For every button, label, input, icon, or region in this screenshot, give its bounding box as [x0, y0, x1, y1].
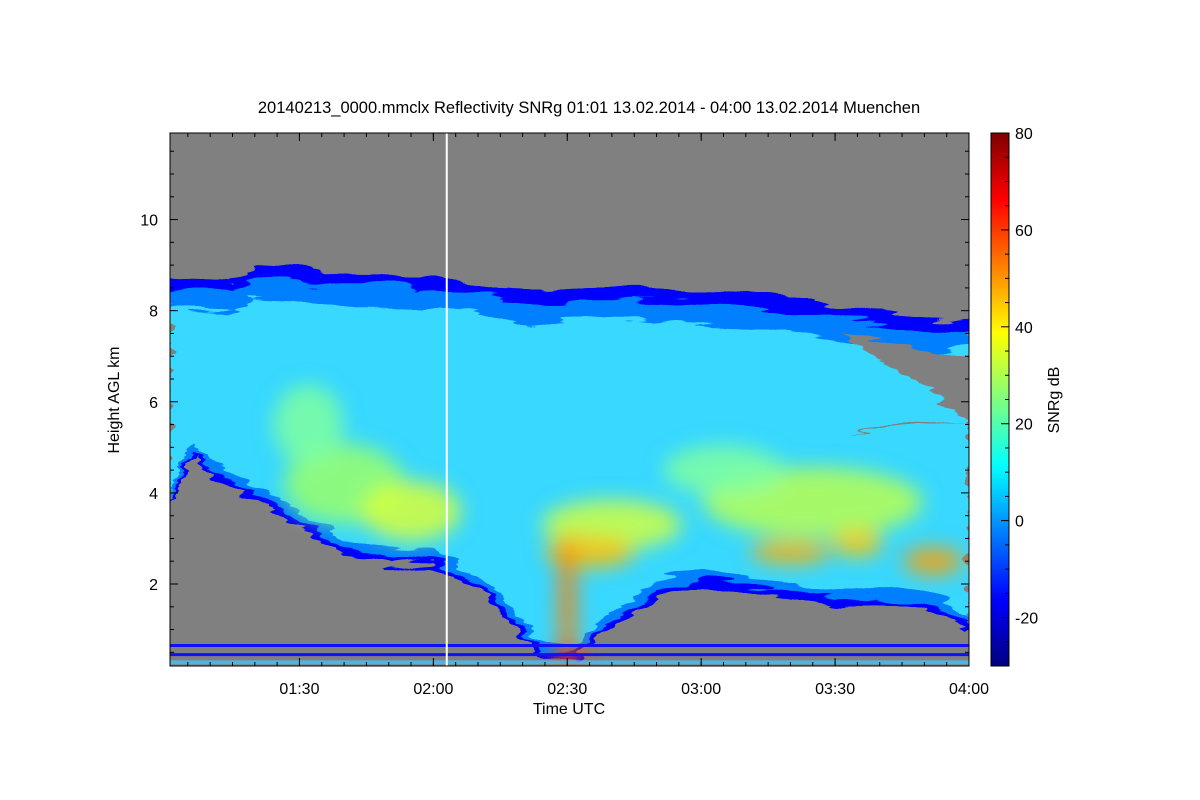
x-tick-label: 01:30 — [279, 681, 319, 698]
y-tick-label: 8 — [149, 304, 158, 321]
colorbar-tick-label: 80 — [1015, 126, 1033, 143]
cloud-core-blob — [903, 547, 964, 576]
ground-band — [170, 653, 969, 657]
cloud-core-blob — [750, 540, 831, 565]
cloud-core-blob — [663, 445, 784, 496]
ground-band-lowest — [170, 660, 969, 665]
clear-gap — [844, 333, 969, 434]
ground-clutter-bands — [170, 644, 969, 665]
x-tick-label: 02:00 — [413, 681, 453, 698]
x-tick-label: 03:30 — [815, 681, 855, 698]
x-tick-label: 04:00 — [949, 681, 989, 698]
colorbar: -20 0 20 40 60 80 SNRg dB — [990, 126, 1063, 667]
colorbar-ticks: -20 0 20 40 60 80 — [1001, 126, 1038, 643]
cloud-echo — [170, 267, 969, 666]
x-axis: 01:30 02:00 02:30 03:00 03:30 04:00 — [187, 133, 989, 698]
y-tick-label: 6 — [149, 395, 158, 412]
cloud-core-blob — [832, 529, 883, 557]
plot-frame — [169, 132, 970, 667]
colorbar-tick-label: 0 — [1015, 514, 1024, 531]
y-axis: 2 4 6 8 10 — [140, 150, 969, 653]
plot-area — [170, 133, 969, 666]
x-tick-label: 02:30 — [547, 681, 587, 698]
x-tick-label: 03:00 — [681, 681, 721, 698]
cloud-core-blob — [544, 536, 635, 569]
chart-title: 20140213_0000.mmclx Reflectivity SNRg 01… — [258, 99, 920, 117]
colorbar-tick-label: 40 — [1015, 320, 1033, 337]
y-tick-label: 2 — [149, 577, 158, 594]
clear-gap-area — [844, 333, 969, 434]
colorbar-tick-label: 20 — [1015, 417, 1033, 434]
cloud-core-blob — [361, 481, 462, 542]
x-axis-label: Time UTC — [533, 701, 605, 718]
ground-band — [170, 644, 969, 647]
y-tick-label: 10 — [140, 213, 158, 230]
colorbar-label: SNRg dB — [1046, 367, 1063, 434]
colorbar-tick-label: 60 — [1015, 223, 1033, 240]
y-axis-label: Height AGL km — [106, 346, 123, 453]
cloud-core-blob — [558, 532, 577, 666]
colorbar-tick-label: -20 — [1015, 611, 1038, 628]
cloud-core-blob — [273, 384, 344, 465]
cloud-core — [273, 384, 964, 666]
y-tick-label: 4 — [149, 486, 158, 503]
